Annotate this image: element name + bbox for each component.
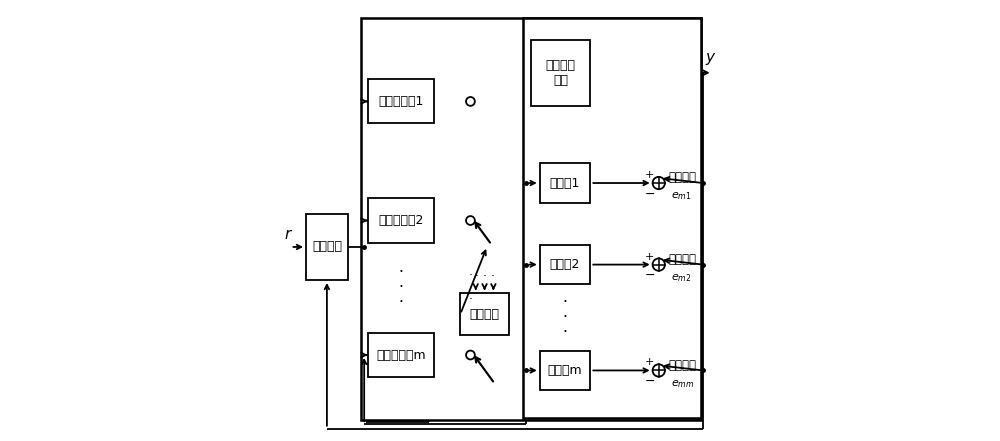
Text: ·
·
·: · · · bbox=[563, 295, 567, 340]
Text: $e_{m2}$: $e_{m2}$ bbox=[671, 272, 692, 284]
Text: y: y bbox=[705, 50, 714, 65]
Text: 模型误差: 模型误差 bbox=[668, 359, 696, 372]
Text: 模型误差: 模型误差 bbox=[668, 171, 696, 184]
FancyBboxPatch shape bbox=[540, 351, 590, 390]
Text: 预测控制器2: 预测控制器2 bbox=[378, 214, 423, 227]
Text: −: − bbox=[644, 375, 655, 388]
Text: −: − bbox=[644, 269, 655, 282]
Text: $e_{m1}$: $e_{m1}$ bbox=[671, 191, 692, 202]
Text: 风力发电
系统: 风力发电 系统 bbox=[546, 59, 576, 87]
FancyBboxPatch shape bbox=[531, 40, 590, 106]
FancyBboxPatch shape bbox=[460, 293, 509, 335]
Text: +: + bbox=[645, 170, 654, 180]
Text: ·
·
·: · · · bbox=[468, 269, 472, 306]
FancyBboxPatch shape bbox=[306, 214, 348, 280]
Text: 子模型2: 子模型2 bbox=[550, 258, 580, 271]
Text: r: r bbox=[285, 227, 291, 242]
FancyBboxPatch shape bbox=[361, 18, 701, 420]
Text: 子模型m: 子模型m bbox=[548, 364, 582, 377]
Text: 参考轨迹: 参考轨迹 bbox=[312, 240, 342, 254]
FancyBboxPatch shape bbox=[540, 163, 590, 203]
Text: · · ·: · · · bbox=[475, 270, 495, 283]
Text: 预测控制器1: 预测控制器1 bbox=[378, 95, 423, 108]
Text: 子模型1: 子模型1 bbox=[550, 176, 580, 190]
FancyBboxPatch shape bbox=[368, 198, 434, 243]
Text: 预测控制器m: 预测控制器m bbox=[376, 348, 426, 362]
Text: $e_{mm}$: $e_{mm}$ bbox=[671, 378, 695, 389]
Text: −: − bbox=[644, 187, 655, 200]
FancyBboxPatch shape bbox=[523, 18, 701, 418]
Text: +: + bbox=[645, 357, 654, 367]
Text: 切换函数: 切换函数 bbox=[470, 308, 500, 321]
Text: ·
·
·: · · · bbox=[398, 265, 403, 310]
Text: +: + bbox=[645, 251, 654, 262]
FancyBboxPatch shape bbox=[368, 79, 434, 123]
Text: 模型误差: 模型误差 bbox=[668, 253, 696, 266]
FancyBboxPatch shape bbox=[368, 333, 434, 377]
FancyBboxPatch shape bbox=[540, 245, 590, 284]
